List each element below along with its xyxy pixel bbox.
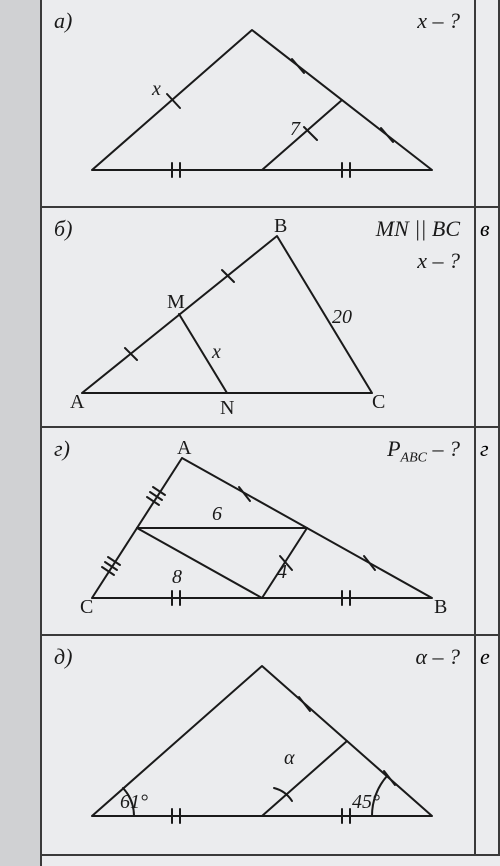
label-45: 45°	[352, 791, 380, 813]
cell-b-right-letter: в	[480, 216, 490, 242]
label-x-b: x	[211, 341, 221, 363]
worksheet-page: а) x – ? x 7 б) MN || BC x – ?	[40, 0, 500, 866]
cell-g-right-strip: г	[474, 428, 498, 634]
label-A-g: A	[177, 437, 192, 459]
figure-b: A B C M N x 20	[52, 208, 472, 428]
cell-a-right-strip	[474, 0, 498, 206]
label-x: x	[151, 78, 161, 100]
label-C-g: C	[80, 596, 93, 618]
cell-d: д) α – ? е α 61° 45°	[42, 636, 500, 856]
label-N: N	[220, 397, 234, 419]
cell-g-right-letter: г	[480, 436, 489, 462]
cell-d-right-strip: е	[474, 636, 498, 854]
label-7: 7	[290, 118, 301, 140]
figure-g: A B C 6 8 4	[52, 428, 472, 636]
figure-a: x 7	[52, 0, 472, 208]
cell-d-right-letter: е	[480, 644, 490, 670]
label-M: M	[167, 291, 185, 313]
label-B-g: B	[434, 596, 447, 618]
cell-a: а) x – ? x 7	[42, 0, 500, 208]
cell-b-right-strip: в	[474, 208, 498, 426]
cell-g: г) PABC – ? г	[42, 428, 500, 636]
label-alpha: α	[284, 747, 295, 769]
label-20: 20	[332, 306, 352, 328]
label-A: A	[70, 391, 85, 413]
label-6: 6	[212, 503, 222, 525]
figure-d: α 61° 45°	[52, 636, 472, 856]
label-B: B	[274, 215, 287, 237]
label-61: 61°	[120, 791, 148, 813]
label-4: 4	[277, 561, 287, 583]
cell-b: б) MN || BC x – ? в A B C M N x 20	[42, 208, 500, 428]
label-8: 8	[172, 566, 182, 588]
label-C: C	[372, 391, 385, 413]
